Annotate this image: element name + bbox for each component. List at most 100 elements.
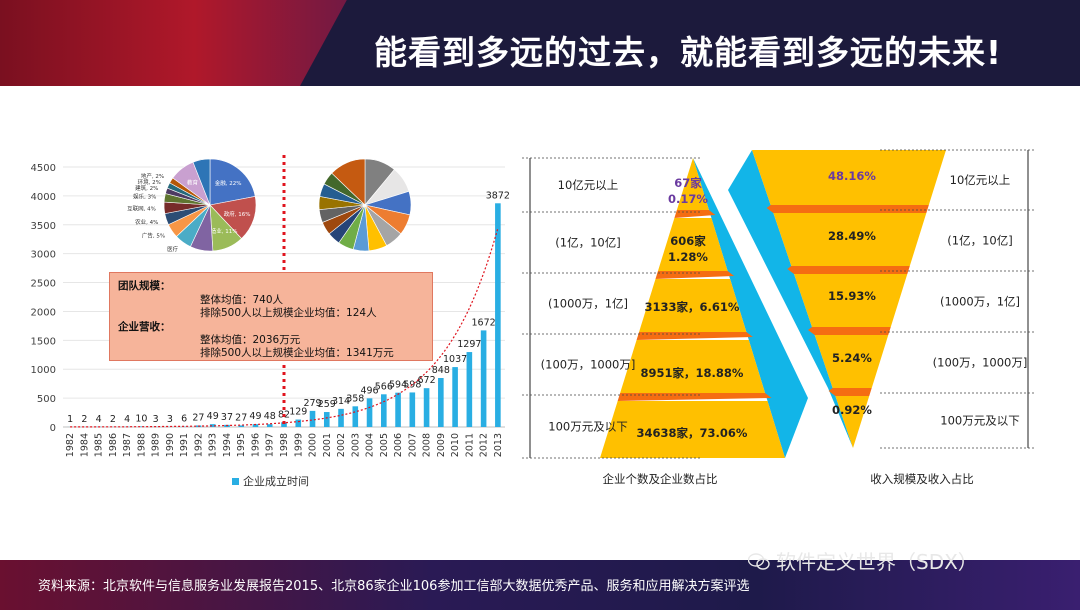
pie-slice-label: 医疗 xyxy=(167,245,179,253)
x-tick-label: 2006 xyxy=(393,433,404,457)
x-tick-label: 2008 xyxy=(422,433,433,457)
pie-slice-label: 环境, 2% xyxy=(138,178,161,186)
bar-value-label: 672 xyxy=(418,375,436,386)
bar-value-label: 1672 xyxy=(472,317,496,328)
pie-slice-label: 互联网, 4% xyxy=(127,204,156,212)
bar xyxy=(409,392,416,427)
x-tick-label: 1995 xyxy=(236,433,247,457)
bar-value-label: 37 xyxy=(221,412,233,423)
x-tick-label: 1999 xyxy=(293,433,304,457)
bar-value-label: 2 xyxy=(110,414,116,425)
footer-banner xyxy=(0,560,1080,610)
page-title: 能看到多远的过去，就能看到多远的未来! xyxy=(373,33,1002,72)
range-label: (1亿，10亿] xyxy=(555,236,620,250)
funnel-tier xyxy=(794,274,908,327)
pyramid-enterprise-count: 67家 0.17% 606家 1.28% 3133家，6.61% 8951家，18.88%… xyxy=(522,157,808,486)
funnel-band xyxy=(787,266,910,274)
pyramid-tier xyxy=(600,401,785,458)
funnel-tier-label: 0.92% xyxy=(832,403,872,417)
range-label: (1000万，1亿] xyxy=(940,295,1020,309)
bar-value-label: 496 xyxy=(360,385,378,396)
funnel-band xyxy=(828,388,872,396)
bar-value-label: 848 xyxy=(432,365,450,376)
pyramid-band xyxy=(617,393,772,401)
pyramid-tier-label: 67家 xyxy=(674,176,702,190)
pie-slice-label: 广告, 5% xyxy=(142,232,165,240)
range-label: 100万元及以下 xyxy=(940,414,1019,428)
x-tick-label: 2010 xyxy=(450,433,461,457)
y-tick-label: 4000 xyxy=(31,192,56,203)
bar xyxy=(480,330,487,427)
funnel-tier-label: 28.49% xyxy=(828,229,876,243)
y-tick-label: 0 xyxy=(50,423,56,434)
y-tick-label: 2000 xyxy=(31,307,56,318)
source-note: 资料来源：北京软件与信息服务业发展报告2015、北京86家企业106参加工信部大… xyxy=(38,579,750,594)
bar-value-label: 1297 xyxy=(457,339,481,350)
watermark: 软件定义世界（SDX） xyxy=(748,546,978,575)
y-tick-label: 500 xyxy=(37,394,56,405)
bar xyxy=(295,419,302,427)
x-tick-label: 2002 xyxy=(336,433,347,457)
bar xyxy=(381,394,387,427)
x-tick-label: 1986 xyxy=(108,433,119,457)
watermark-text: 软件定义世界（SDX） xyxy=(776,550,978,574)
funnel-band xyxy=(807,327,891,335)
x-tick-label: 1985 xyxy=(94,433,105,457)
x-tick-label: 2004 xyxy=(365,433,376,457)
bar xyxy=(138,426,145,427)
pyramid-tier xyxy=(657,218,728,271)
bar-value-label: 129 xyxy=(289,407,307,418)
range-label: (100万，1000万] xyxy=(933,356,1028,370)
bar-value-label: 6 xyxy=(181,414,187,425)
range-label: 10亿元以上 xyxy=(950,173,1011,187)
x-tick-label: 1990 xyxy=(165,433,176,457)
bar xyxy=(323,412,330,427)
range-label: (1亿，10亿] xyxy=(947,234,1012,248)
legend-label: 企业成立时间 xyxy=(243,474,309,488)
header-banner xyxy=(0,0,1080,86)
bar xyxy=(466,352,473,427)
funnel-tier xyxy=(752,150,946,205)
bar-value-label: 49 xyxy=(249,411,261,422)
bar-value-label: 259 xyxy=(318,399,336,410)
pie-slice-label: 制造业, 11% xyxy=(205,227,237,235)
bar xyxy=(209,424,216,427)
bar-value-label: 1 xyxy=(67,414,73,425)
x-tick-label: 1998 xyxy=(279,433,290,457)
x-tick-label: 1992 xyxy=(193,433,204,457)
y-tick-label: 1500 xyxy=(31,336,56,347)
bar xyxy=(452,367,458,427)
x-tick-label: 1996 xyxy=(250,433,261,457)
pyramid-tier-label: 34638家，73.06% xyxy=(637,426,748,440)
funnel-side-face xyxy=(728,150,853,448)
x-tick-label: 1984 xyxy=(79,433,90,457)
funnel-tier xyxy=(835,396,870,448)
funnel-caption: 收入规模及收入占比 xyxy=(870,472,974,486)
info-box: 团队规模： 整体均值：740人 排除500人以上规模企业均值：124人 企业营收… xyxy=(109,272,433,361)
y-tick-label: 3500 xyxy=(31,221,56,232)
bar-value-label: 4 xyxy=(124,414,130,425)
pyramid-caption: 企业个数及企业数占比 xyxy=(603,472,718,486)
bar xyxy=(252,424,259,427)
funnel-revenue-share: 48.16% 28.49% 15.93% 5.24% 0.92% 10亿元以上 (1亿，10… xyxy=(728,149,1036,486)
x-tick-label: 1988 xyxy=(136,433,147,457)
pyramid-tier xyxy=(620,340,766,393)
revenue-heading: 企业营收： xyxy=(118,321,171,333)
pyramid-tier xyxy=(639,279,747,332)
x-tick-label: 1987 xyxy=(122,433,133,457)
bar xyxy=(338,408,344,427)
bar-value-label: 594 xyxy=(389,380,407,391)
bar-value-label: 49 xyxy=(207,411,219,422)
bar xyxy=(352,406,359,427)
pie-slice-label: 农业, 4% xyxy=(135,218,158,226)
x-tick-label: 2007 xyxy=(407,433,418,457)
funnel-tier-label: 5.24% xyxy=(832,351,872,365)
pyramid-tier-label: 606家 xyxy=(670,234,706,248)
bar-value-label: 1037 xyxy=(443,354,467,365)
pie-slice xyxy=(331,158,366,206)
bar-value-label: 358 xyxy=(346,393,364,404)
range-label: 10亿元以上 xyxy=(558,178,619,192)
x-tick-label: 2003 xyxy=(350,433,361,457)
x-tick-label: 2000 xyxy=(308,433,319,457)
bar xyxy=(309,410,316,427)
